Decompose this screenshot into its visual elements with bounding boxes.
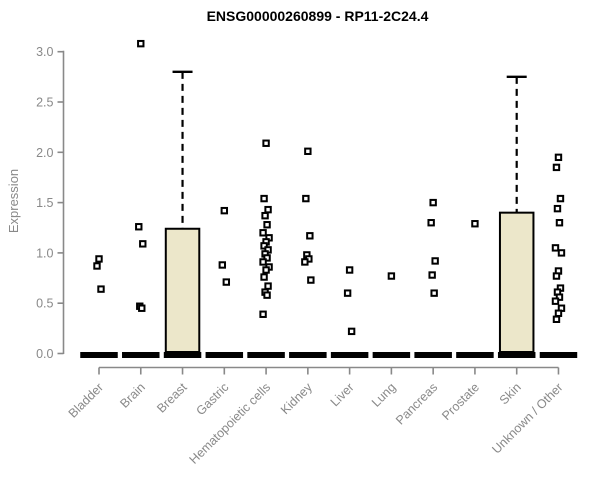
data-point [428, 271, 436, 279]
data-point [95, 255, 103, 263]
median-bar [497, 352, 536, 358]
median-bar [247, 352, 285, 358]
data-point [264, 282, 272, 290]
data-point [259, 310, 267, 318]
x-tick-label: Brain [117, 380, 148, 411]
data-point [552, 163, 561, 172]
data-point [264, 205, 272, 214]
data-point [471, 220, 479, 228]
data-point [345, 266, 354, 274]
data-point [307, 276, 315, 284]
data-point [135, 223, 143, 231]
data-point [430, 289, 438, 297]
data-point [93, 262, 101, 270]
median-bar [372, 352, 411, 358]
data-point [259, 258, 267, 266]
x-tick-label: Breast [154, 380, 190, 416]
y-tick-label: 0.5 [36, 297, 53, 311]
x-tick-label: Lung [369, 380, 399, 410]
median-bar [456, 352, 494, 358]
x-tick-label: Hematopoietic cells [187, 380, 274, 467]
data-point [263, 221, 271, 229]
data-point [552, 272, 561, 280]
data-point [137, 39, 145, 48]
data-point [260, 273, 268, 281]
data-point [97, 285, 105, 293]
data-point [261, 211, 269, 220]
median-bar [539, 352, 578, 358]
median-bar [163, 352, 202, 358]
y-tick-label: 1.0 [36, 246, 53, 260]
data-point [262, 266, 270, 274]
data-point [343, 289, 352, 297]
data-point [222, 278, 231, 286]
median-bar [80, 352, 118, 358]
data-point [555, 219, 564, 227]
data-point [138, 304, 146, 312]
box-iqr [164, 227, 201, 353]
data-point [551, 297, 560, 305]
y-tick-label: 3.0 [36, 45, 53, 59]
x-tick-label: Gastric [194, 380, 232, 418]
data-point [429, 198, 437, 207]
data-point [263, 254, 271, 262]
median-bar [122, 352, 160, 358]
box-iqr [498, 211, 535, 353]
median-bar [414, 352, 452, 358]
data-point [306, 232, 314, 240]
y-tick-label: 2.5 [36, 96, 53, 110]
data-point [259, 229, 267, 237]
data-point [304, 147, 312, 155]
data-point [387, 272, 396, 280]
median-bar [330, 352, 369, 358]
median-bar [289, 352, 327, 358]
data-point [260, 242, 268, 250]
data-point [556, 194, 565, 203]
data-point [431, 257, 439, 265]
y-tick-label: 0.0 [36, 347, 53, 361]
data-point [553, 204, 562, 213]
x-tick-label: Prostate [439, 380, 482, 423]
y-tick-label: 2.0 [36, 146, 53, 160]
x-tick-label: Liver [328, 380, 357, 409]
data-point [347, 327, 356, 336]
data-point [555, 293, 564, 301]
chart-title: ENSG00000260899 - RP11-2C24.4 [206, 8, 429, 24]
data-point [554, 309, 563, 317]
data-point [551, 244, 560, 252]
data-point [263, 291, 271, 299]
data-point [220, 206, 229, 215]
data-point [427, 219, 435, 227]
data-point [139, 240, 147, 248]
x-tick-label: Unknown / Other [489, 380, 565, 456]
data-point [262, 139, 270, 147]
data-point [260, 194, 268, 203]
median-bar [205, 352, 244, 358]
data-point [557, 249, 566, 257]
data-point [302, 194, 310, 203]
x-tick-label: Bladder [66, 380, 106, 420]
y-tick-label: 1.5 [36, 196, 53, 210]
data-point [301, 258, 309, 266]
data-point [218, 261, 227, 269]
data-point [554, 153, 563, 162]
x-tick-label: Skin [497, 380, 524, 407]
x-tick-label: Pancreas [393, 380, 440, 427]
data-point [552, 315, 561, 323]
x-tick-label: Kidney [278, 380, 315, 417]
